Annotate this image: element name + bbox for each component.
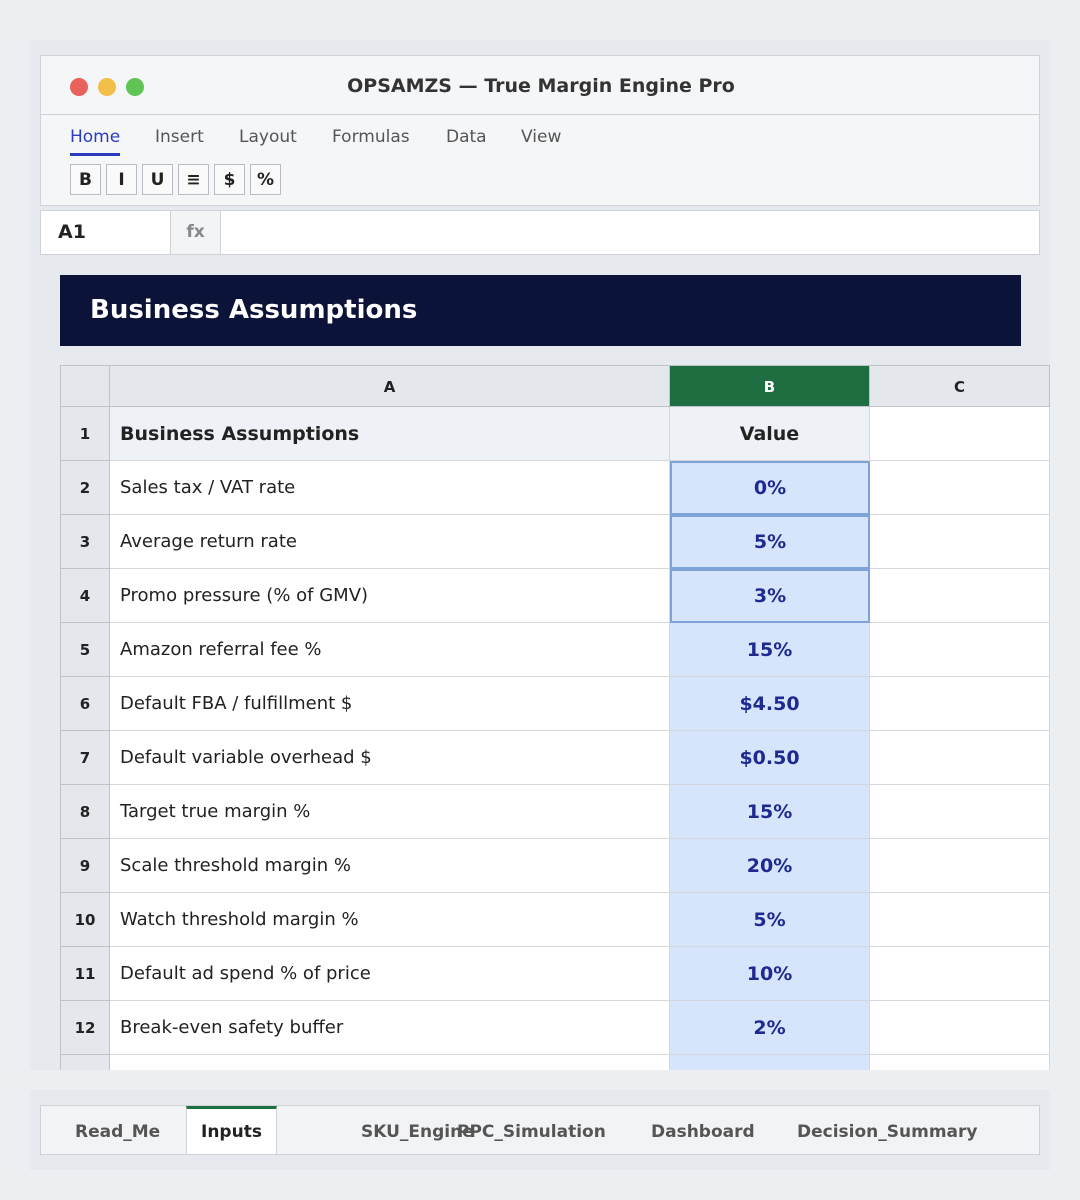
value-cell[interactable]: $4.50 [670, 677, 870, 731]
empty-cell[interactable] [870, 569, 1050, 623]
value-cell[interactable]: 20% [670, 839, 870, 893]
sheet-tab-bar: Read_Me Inputs SKU_Engine PPC_Simulation Das… [40, 1105, 1040, 1155]
minimize-button[interactable] [98, 78, 116, 96]
empty-cell[interactable] [870, 893, 1050, 947]
ribbon-tab[interactable]: Formulas [332, 127, 410, 147]
empty-cell[interactable] [870, 731, 1050, 785]
row-header[interactable]: 7 [60, 731, 110, 785]
ribbon-tab[interactable]: View [521, 127, 562, 147]
empty-cell[interactable] [870, 461, 1050, 515]
format-button[interactable]: % [250, 164, 281, 195]
label-cell[interactable]: Default ad spend % of price [110, 947, 670, 1001]
label-cell[interactable]: Promo pressure (% of GMV) [110, 569, 670, 623]
sheet-tab[interactable]: SKU_Engine [361, 1122, 474, 1142]
label-cell[interactable]: Default variable overhead $ [110, 731, 670, 785]
corner-cell [60, 365, 110, 407]
row-header[interactable]: 3 [60, 515, 110, 569]
row-header[interactable]: 12 [60, 1001, 110, 1055]
row-header[interactable]: 10 [60, 893, 110, 947]
row-header[interactable]: 4 [60, 569, 110, 623]
format-button[interactable]: I [106, 164, 137, 195]
label-cell[interactable]: Default FBA / fulfillment $ [110, 677, 670, 731]
label-cell[interactable]: Average return rate [110, 515, 670, 569]
label-cell[interactable]: Amazon referral fee % [110, 623, 670, 677]
row-header[interactable]: 5 [60, 623, 110, 677]
title-bar: OPSAMZS — True Margin Engine Pro [40, 55, 1040, 115]
column-header[interactable]: B [670, 365, 870, 407]
label-cell [110, 1055, 670, 1070]
empty-cell[interactable] [870, 623, 1050, 677]
row-header[interactable]: 1 [60, 407, 110, 461]
value-cell[interactable]: 10% [670, 947, 870, 1001]
close-button[interactable] [70, 78, 88, 96]
sheet-tab[interactable]: Dashboard [651, 1122, 755, 1142]
ribbon: Home Insert Layout Formulas Data View B I U ≡ $% [40, 115, 1040, 206]
ribbon-tab[interactable]: Insert [155, 127, 204, 147]
sheet-banner: Business Assumptions [60, 275, 1021, 346]
name-box[interactable]: A1 [41, 211, 171, 254]
maximize-button[interactable] [126, 78, 144, 96]
empty-cell[interactable] [870, 947, 1050, 1001]
label-cell[interactable]: Break-even safety buffer [110, 1001, 670, 1055]
column-header[interactable]: C [870, 365, 1050, 407]
empty-cell [870, 1055, 1050, 1070]
ribbon-tab[interactable]: Data [446, 127, 487, 147]
fx-label: fx [171, 211, 221, 254]
label-cell[interactable]: Target true margin % [110, 785, 670, 839]
sheet-tab[interactable]: Decision_Summary [797, 1122, 978, 1142]
empty-cell[interactable] [870, 839, 1050, 893]
value-cell[interactable]: 5% [670, 515, 870, 569]
empty-cell[interactable] [870, 407, 1050, 461]
empty-cell[interactable] [870, 785, 1050, 839]
value-cell[interactable]: 0% [670, 461, 870, 515]
row-header[interactable]: 6 [60, 677, 110, 731]
label-cell[interactable]: Scale threshold margin % [110, 839, 670, 893]
row-header[interactable]: 11 [60, 947, 110, 1001]
label-cell[interactable]: Watch threshold margin % [110, 893, 670, 947]
value-cell[interactable]: 2% [670, 1001, 870, 1055]
empty-cell[interactable] [870, 677, 1050, 731]
header-label-cell[interactable]: Business Assumptions [110, 407, 670, 461]
sheet-tab[interactable]: PPC_Simulation [457, 1122, 606, 1142]
format-button[interactable]: B [70, 164, 101, 195]
row-header[interactable]: 2 [60, 461, 110, 515]
value-cell[interactable]: $0.50 [670, 731, 870, 785]
formula-bar: A1 fx [40, 210, 1040, 255]
row-header[interactable]: 9 [60, 839, 110, 893]
value-cell [670, 1055, 870, 1070]
value-cell[interactable]: 15% [670, 623, 870, 677]
empty-cell[interactable] [870, 1001, 1050, 1055]
value-cell[interactable]: 5% [670, 893, 870, 947]
sheet-tab[interactable]: Inputs [186, 1106, 277, 1154]
column-header[interactable]: A [110, 365, 670, 407]
window-title: OPSAMZS — True Margin Engine Pro [347, 75, 735, 97]
sheet-tab[interactable]: Read_Me [75, 1122, 161, 1142]
ribbon-tab[interactable]: Layout [239, 127, 297, 147]
value-cell[interactable]: 15% [670, 785, 870, 839]
row-header[interactable]: 8 [60, 785, 110, 839]
label-cell[interactable]: Sales tax / VAT rate [110, 461, 670, 515]
value-cell[interactable]: 3% [670, 569, 870, 623]
format-button[interactable]: ≡ [178, 164, 209, 195]
row-header [60, 1055, 110, 1070]
header-value-cell[interactable]: Value [670, 407, 870, 461]
format-button[interactable]: U [142, 164, 173, 195]
format-button[interactable]: $ [214, 164, 245, 195]
ribbon-tab[interactable]: Home [70, 127, 121, 156]
empty-cell[interactable] [870, 515, 1050, 569]
